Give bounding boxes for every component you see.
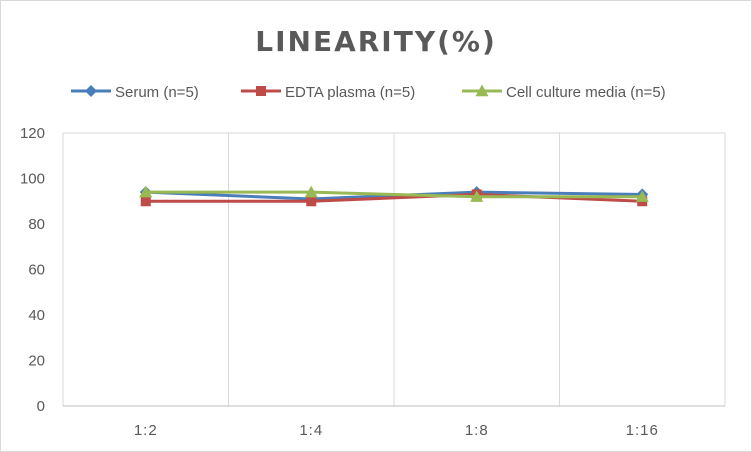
legend-label-3: Cell culture media (n=5) (506, 84, 666, 101)
series-2-point (306, 196, 317, 207)
y-tick-label: 20 (28, 353, 45, 370)
y-tick-label: 40 (28, 307, 45, 324)
x-tick-label: 1:2 (134, 422, 158, 439)
x-tick-label: 1:4 (299, 422, 323, 439)
series-3-point (635, 190, 649, 202)
y-tick-label: 0 (37, 398, 45, 415)
legend-label-1: Serum (n=5) (115, 84, 199, 101)
x-tick-label: 1:16 (626, 422, 659, 439)
y-tick-label: 60 (28, 262, 45, 279)
plot-area: 0 20 40 60 80 100 120 1:2 1:4 1:8 1:16 (20, 125, 726, 439)
y-tick-label: 120 (20, 125, 45, 142)
legend-marker-1 (85, 85, 97, 97)
x-tick-label: 1:8 (465, 422, 489, 439)
series-3-point (304, 185, 318, 198)
legend-marker-3 (475, 84, 489, 97)
legend: Serum (n=5) EDTA plasma (n=5) Cell culture… (71, 84, 666, 101)
series-2-point (140, 196, 151, 207)
legend-label-2: EDTA plasma (n=5) (285, 84, 415, 101)
y-tick-label: 80 (28, 216, 45, 233)
series-line-3 (144, 190, 644, 199)
legend-marker-2 (256, 86, 266, 96)
y-tick-label: 100 (20, 171, 45, 188)
series-3-point (139, 185, 153, 198)
series-3-point (470, 190, 484, 202)
chart-title: LINEARITY(%) (255, 25, 497, 58)
